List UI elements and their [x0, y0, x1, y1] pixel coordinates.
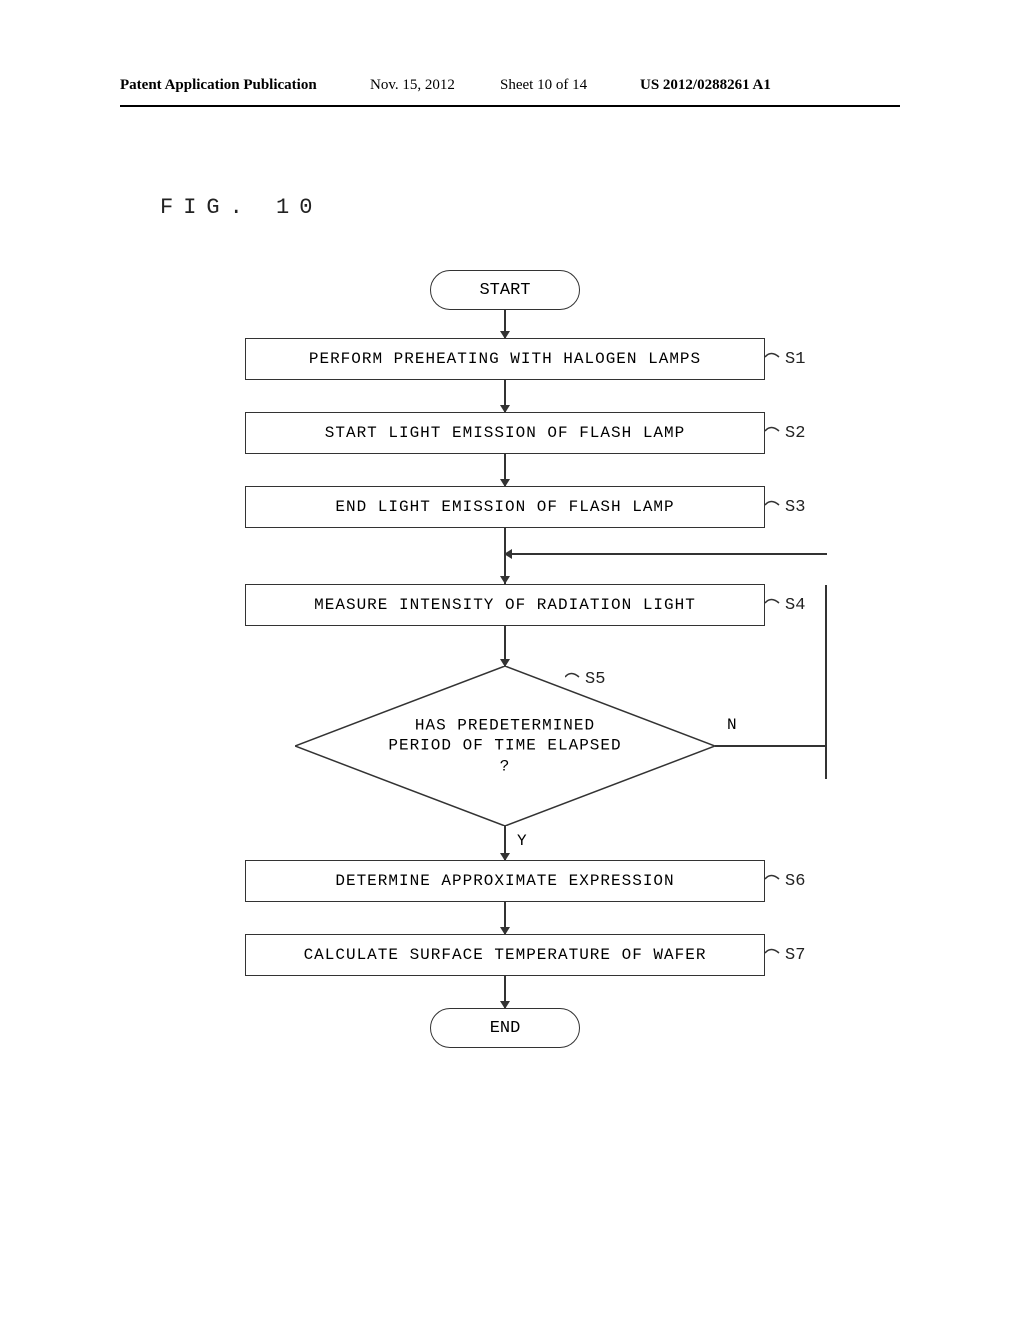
loop-line: [505, 553, 827, 555]
arrow: [504, 380, 506, 412]
node-end-label: END: [490, 1019, 521, 1038]
pub-type: Patent Application Publication: [120, 77, 317, 94]
node-s4: MEASURE INTENSITY OF RADIATION LIGHT: [245, 584, 765, 626]
step-label-s5: S5: [585, 670, 605, 689]
arrowhead-icon: [500, 576, 510, 584]
no-label: N: [727, 716, 737, 734]
node-s4-label: MEASURE INTENSITY OF RADIATION LIGHT: [314, 596, 696, 614]
node-s2-label: START LIGHT EMISSION OF FLASH LAMP: [325, 424, 685, 442]
step-label-s2: S2: [785, 424, 805, 443]
node-s7: CALCULATE SURFACE TEMPERATURE OF WAFER: [245, 934, 765, 976]
loop-line-vertical: [825, 585, 827, 779]
node-start-label: START: [479, 281, 530, 300]
node-s1-label: PERFORM PREHEATING WITH HALOGEN LAMPS: [309, 350, 701, 368]
node-s6: DETERMINE APPROXIMATE EXPRESSION: [245, 860, 765, 902]
node-s7-label: CALCULATE SURFACE TEMPERATURE OF WAFER: [304, 946, 707, 964]
node-s3-label: END LIGHT EMISSION OF FLASH LAMP: [335, 498, 674, 516]
arrow: [504, 454, 506, 486]
node-s5: HAS PREDETERMINED PERIOD OF TIME ELAPSED…: [155, 666, 855, 826]
tick-icon: [765, 596, 783, 610]
step-label-s6: S6: [785, 872, 805, 891]
s5-line3: ?: [355, 756, 655, 776]
header-rule: [120, 105, 900, 107]
step-label-s1: S1: [785, 350, 805, 369]
tick-icon: [765, 350, 783, 364]
arrow: [504, 310, 506, 338]
node-start: START: [430, 270, 580, 310]
tick-icon: [765, 498, 783, 512]
node-s2: START LIGHT EMISSION OF FLASH LAMP: [245, 412, 765, 454]
pub-date: Nov. 15, 2012: [370, 77, 455, 94]
step-label-s3: S3: [785, 498, 805, 517]
s5-line1: HAS PREDETERMINED: [355, 715, 655, 735]
flowchart: START PERFORM PREHEATING WITH HALOGEN LA…: [155, 270, 855, 1048]
tick-icon: [765, 424, 783, 438]
arrow: [504, 902, 506, 934]
node-s1: PERFORM PREHEATING WITH HALOGEN LAMPS: [245, 338, 765, 380]
arrow: [504, 626, 506, 666]
yes-label: Y: [517, 832, 527, 850]
node-end: END: [430, 1008, 580, 1048]
arrow: [504, 976, 506, 1008]
pub-number: US 2012/0288261 A1: [640, 77, 771, 94]
tick-icon: [765, 872, 783, 886]
loop-line: [715, 745, 827, 747]
step-label-s7: S7: [785, 946, 805, 965]
node-s5-text: HAS PREDETERMINED PERIOD OF TIME ELAPSED…: [355, 715, 655, 776]
tick-icon: [565, 670, 583, 684]
node-s3: END LIGHT EMISSION OF FLASH LAMP: [245, 486, 765, 528]
tick-icon: [765, 946, 783, 960]
node-s6-label: DETERMINE APPROXIMATE EXPRESSION: [335, 872, 674, 890]
figure-title: FIG. 10: [160, 195, 322, 220]
sheet-number: Sheet 10 of 14: [500, 77, 587, 94]
s5-line2: PERIOD OF TIME ELAPSED: [355, 736, 655, 756]
step-label-s4: S4: [785, 596, 805, 615]
